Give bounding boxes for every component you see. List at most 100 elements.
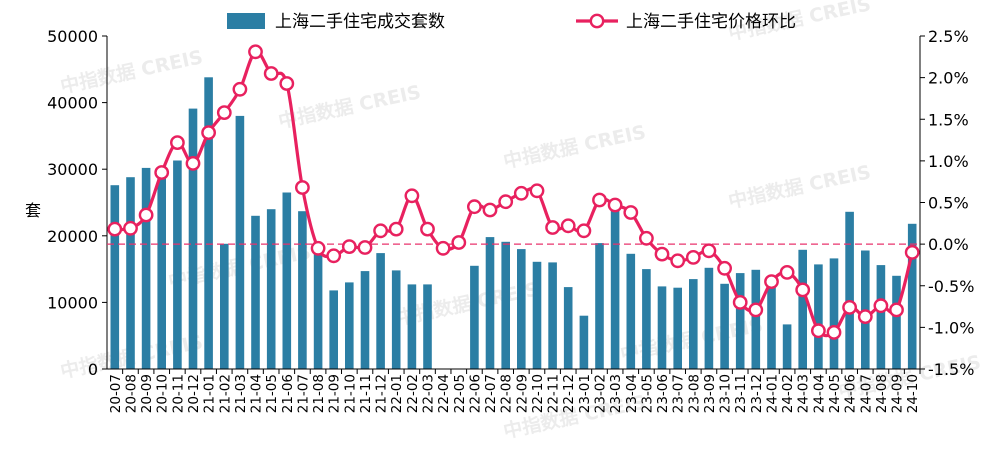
x-tick-label: 23-07 (671, 374, 687, 413)
right-tick-label: 2.5% (928, 27, 969, 46)
bar (876, 265, 886, 369)
bar (313, 250, 323, 369)
bar (220, 243, 229, 369)
bar (157, 168, 166, 369)
x-tick-label: 22-07 (483, 374, 499, 413)
left-tick-label: 0 (88, 360, 98, 379)
watermark-text: 中指数据 CREIS (501, 120, 648, 173)
line-point (795, 282, 811, 298)
legend-label-bar: 上海二手住宅成交套数 (275, 12, 445, 32)
x-tick-label: 24-08 (874, 374, 890, 413)
x-tick-label: 20-08 (123, 374, 139, 413)
line-point (404, 188, 420, 204)
bar (173, 160, 182, 369)
line-point (639, 230, 654, 246)
line-point (560, 218, 576, 234)
x-tick-label: 23-03 (608, 374, 624, 413)
line-point (169, 135, 185, 151)
bar (673, 287, 682, 369)
x-tick-label: 22-11 (546, 374, 562, 413)
line-point (857, 309, 873, 324)
line-point (545, 220, 560, 235)
bar (423, 284, 432, 369)
x-tick-label: 20-09 (139, 374, 155, 413)
bar (610, 207, 620, 369)
line-point (310, 240, 326, 256)
line-point (576, 223, 592, 239)
x-tick-label: 21-04 (249, 374, 265, 413)
x-tick-label: 21-08 (311, 374, 327, 413)
line-point (216, 105, 232, 121)
x-tick-label: 22-03 (421, 374, 437, 413)
right-tick-label: 1.5% (928, 110, 969, 129)
x-tick-label: 24-07 (858, 374, 874, 413)
bar (204, 77, 213, 370)
right-tick-label: -0.5% (928, 277, 974, 296)
x-tick-label: 24-03 (796, 374, 812, 413)
line-point (904, 244, 920, 260)
bar (579, 315, 589, 369)
x-tick-label: 21-05 (264, 374, 280, 413)
bar (563, 287, 573, 369)
x-tick-label: 22-01 (389, 374, 405, 413)
bar (360, 271, 370, 369)
line-point (185, 155, 201, 171)
line-point (294, 180, 310, 195)
line-point (717, 260, 732, 276)
x-tick-label: 20-10 (155, 374, 171, 413)
axes: 0 10000 20000 30000 40000 50000 -1.5% -1.0% -0.5… (25, 27, 974, 413)
x-tick-label: 23-11 (733, 374, 749, 413)
bar (532, 261, 542, 369)
x-tick-label: 21-09 (327, 374, 343, 413)
bar (907, 223, 917, 369)
left-tick-label: 40000 (47, 94, 98, 113)
line-series (107, 44, 920, 340)
line-point (248, 44, 263, 60)
line-point (873, 298, 889, 314)
x-tick-label: 23-02 (592, 374, 608, 413)
bar (126, 177, 135, 369)
line-point (842, 299, 857, 315)
bar-series (110, 77, 917, 370)
x-tick-label: 23-08 (686, 374, 702, 413)
x-tick-label: 22-12 (561, 374, 577, 413)
x-tick-label: 22-02 (405, 374, 421, 413)
line-point (466, 199, 482, 215)
line-point (357, 240, 373, 255)
right-tick-label: 1.0% (928, 152, 969, 171)
line-point (623, 205, 639, 220)
right-tick-label: -1.0% (928, 318, 974, 337)
x-tick-label: 24-06 (843, 374, 859, 413)
bar (657, 286, 667, 369)
line-point (201, 125, 217, 141)
bar (829, 258, 839, 369)
right-tick-label: 0.5% (928, 194, 969, 213)
left-tick-label: 50000 (47, 27, 98, 46)
bar (391, 270, 401, 369)
x-tick-label: 21-07 (295, 374, 311, 413)
x-tick-label: 23-05 (639, 374, 655, 413)
right-tick-label: -1.5% (928, 360, 974, 379)
x-tick-label: 23-09 (702, 374, 718, 413)
left-tick-label: 20000 (47, 227, 98, 246)
bar (704, 267, 714, 369)
bar (735, 273, 745, 369)
left-tick-label: 30000 (47, 160, 98, 179)
bar (767, 283, 776, 369)
line-point (482, 202, 498, 218)
line-point (685, 249, 701, 265)
line-point (232, 81, 248, 97)
x-tick-label: 24-09 (890, 374, 906, 413)
line-point (435, 240, 451, 256)
bar (282, 192, 292, 369)
x-tick-label: 23-01 (577, 374, 593, 413)
line-point (373, 223, 388, 239)
bar (720, 283, 729, 369)
x-tick-label: 23-04 (624, 374, 640, 413)
x-tick-label: 23-10 (718, 374, 734, 413)
bar (266, 209, 276, 369)
legend-swatch-bar (227, 13, 265, 29)
x-tick-label: 21-02 (217, 374, 233, 413)
line-point (826, 324, 842, 340)
